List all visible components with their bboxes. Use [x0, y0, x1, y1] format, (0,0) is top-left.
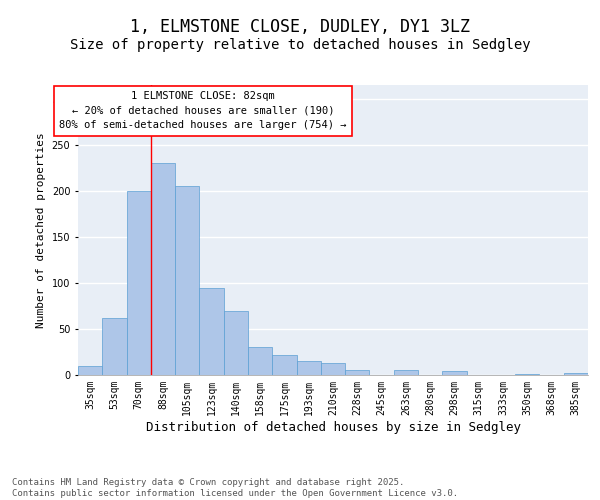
Bar	[394, 370, 418, 375]
Bar	[102, 318, 127, 375]
Bar	[442, 372, 467, 375]
Bar	[248, 348, 272, 375]
Text: 1, ELMSTONE CLOSE, DUDLEY, DY1 3LZ: 1, ELMSTONE CLOSE, DUDLEY, DY1 3LZ	[130, 18, 470, 36]
Bar	[564, 373, 588, 375]
Bar	[515, 374, 539, 375]
Bar	[151, 164, 175, 375]
X-axis label: Distribution of detached houses by size in Sedgley: Distribution of detached houses by size …	[146, 420, 521, 434]
Bar	[199, 288, 224, 375]
Bar	[175, 186, 199, 375]
Bar	[127, 191, 151, 375]
Y-axis label: Number of detached properties: Number of detached properties	[36, 132, 46, 328]
Text: Size of property relative to detached houses in Sedgley: Size of property relative to detached ho…	[70, 38, 530, 52]
Bar	[321, 363, 345, 375]
Text: Contains HM Land Registry data © Crown copyright and database right 2025.
Contai: Contains HM Land Registry data © Crown c…	[12, 478, 458, 498]
Bar	[272, 354, 296, 375]
Bar	[345, 370, 370, 375]
Bar	[224, 310, 248, 375]
Text: 1 ELMSTONE CLOSE: 82sqm
← 20% of detached houses are smaller (190)
80% of semi-d: 1 ELMSTONE CLOSE: 82sqm ← 20% of detache…	[59, 91, 347, 130]
Bar	[78, 366, 102, 375]
Bar	[296, 361, 321, 375]
